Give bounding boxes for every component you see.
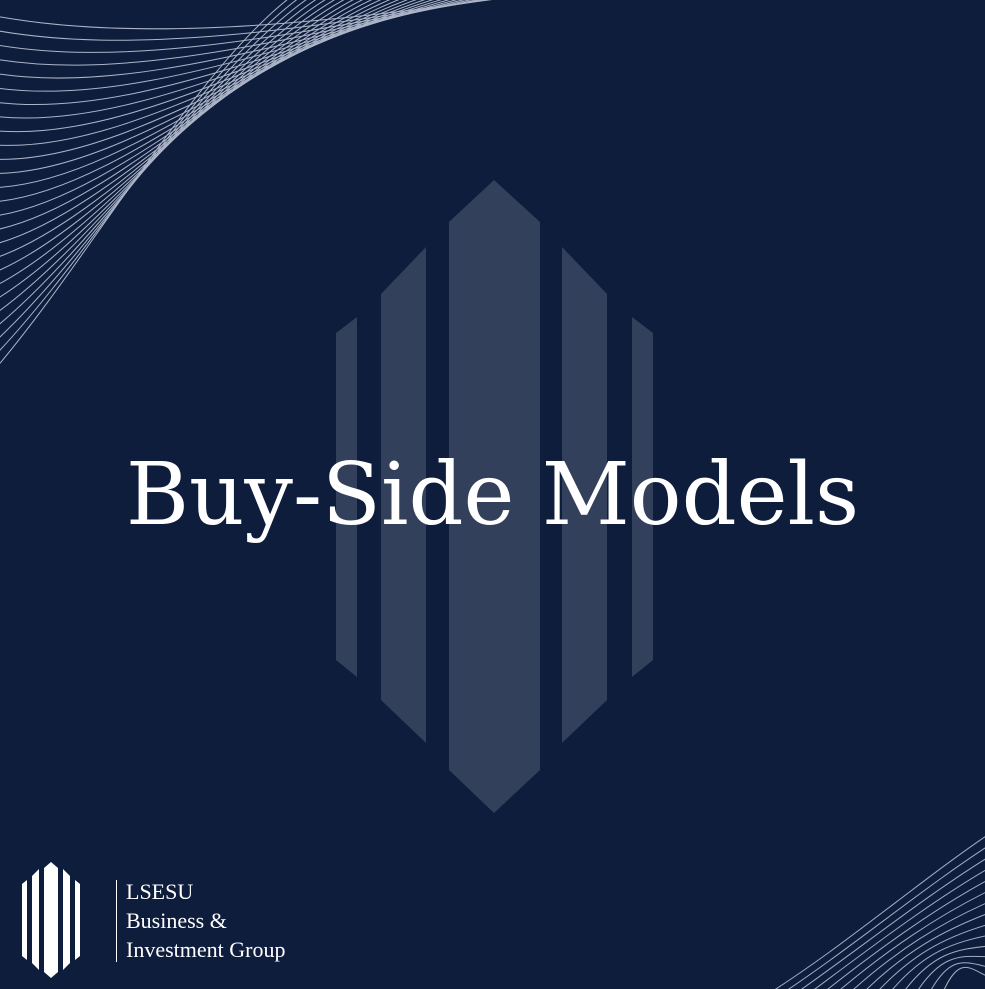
wave-line [0,0,345,284]
page-title: Buy-Side Models [125,445,860,545]
building-pillars-icon [336,180,653,813]
wave-lines-bottom-right [774,836,985,989]
wave-line [774,836,985,989]
wave-line [0,0,288,364]
wave-line [788,847,985,989]
wave-line [866,914,985,989]
wave-line [0,0,391,216]
wave-line [0,0,493,30]
wave-line [853,903,985,989]
wave-line [892,935,985,989]
brand-line-3: Investment Group [126,937,286,962]
wave-line [943,967,985,989]
wave-line [879,924,985,989]
wave-line [931,962,985,989]
wave-line [905,945,985,989]
wave-line [801,858,985,989]
logo-divider [116,880,117,962]
brand-name: LSESU Business & Investment Group [126,877,285,964]
wave-line [918,955,985,989]
wave-lines-top-left [0,0,493,364]
wave-line [0,0,489,41]
wave-line [0,0,409,188]
wave-line [827,881,985,989]
wave-line [840,892,985,989]
wave-line [0,0,298,351]
wave-line [0,0,479,66]
building-pillars-icon [22,862,80,978]
brand-line-1: LSESU [126,879,194,904]
brand-line-2: Business & [126,908,227,933]
wave-line [814,869,985,989]
